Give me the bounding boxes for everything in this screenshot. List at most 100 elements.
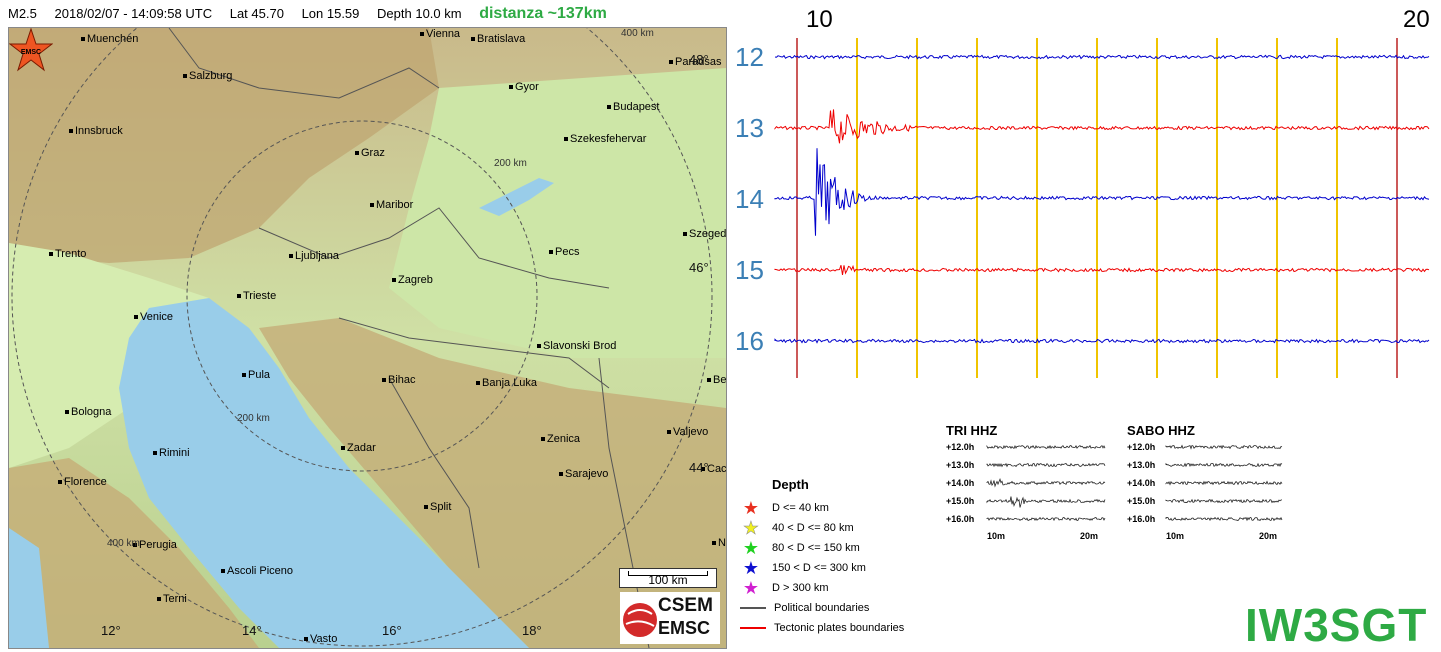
seismic-trace — [774, 338, 1430, 344]
hour-label: 16 — [735, 326, 764, 356]
city-label: Szekesfehervar — [564, 133, 646, 145]
city-label: Zadar — [341, 442, 376, 454]
epicenter-star-icon: EMSC — [9, 28, 53, 72]
thumb-trace — [1165, 444, 1283, 450]
seismic-trace — [774, 54, 1430, 60]
thumb-trace — [1165, 498, 1283, 504]
thumb-row-label: +12.0h — [946, 442, 975, 452]
thumb-row-label: +16.0h — [946, 514, 975, 524]
thumb-x-label: 10m — [987, 531, 1006, 541]
map-scale-bar: 100 km — [619, 568, 717, 588]
thumb-x-label: 20m — [1259, 531, 1278, 541]
city-label: Szeged — [683, 228, 726, 240]
city-label: Trieste — [237, 290, 276, 302]
thumb-title: TRI HHZ — [946, 423, 998, 438]
seismic-trace — [774, 264, 1430, 275]
legend-label: 150 < D <= 300 km — [772, 562, 866, 574]
city-label: Venice — [134, 311, 173, 323]
hour-label: 14 — [735, 184, 764, 214]
city-label: Ljubljana — [289, 250, 339, 262]
star-icon: ★ — [742, 497, 760, 518]
city-label: Muenchen — [81, 33, 138, 45]
event-depth: Depth 10.0 km — [377, 6, 462, 21]
depth-legend: Depth ★ D <= 40 km ★ 40 < D <= 80 km ★ 80 <… — [740, 477, 904, 638]
thumb-row-label: +15.0h — [946, 496, 975, 506]
csem-emsc-logo: CSEM EMSC — [620, 592, 720, 644]
star-icon: ★ — [742, 537, 760, 558]
hour-label: 15 — [735, 255, 764, 285]
epicenter-map: Muenchen Salzburg Vienna Bratislava Paradsas… — [8, 27, 727, 649]
station-callsign: IW3SGT — [1245, 599, 1428, 651]
city-label: Rimini — [153, 447, 190, 459]
city-label: Ascoli Piceno — [221, 565, 293, 577]
city-label: Gyor — [509, 81, 539, 93]
map-background — [9, 28, 726, 648]
city-label: Terni — [157, 593, 187, 605]
thumb-trace — [986, 478, 1106, 488]
city-label: Salzburg — [183, 70, 232, 82]
thumb-row-label: +13.0h — [1127, 460, 1156, 470]
ring-label: 200 km — [494, 158, 527, 169]
legend-label: D <= 40 km — [772, 502, 829, 514]
legend-item: Political boundaries — [740, 598, 904, 618]
event-header: M2.5 2018/02/07 - 14:09:58 UTC Lat 45.70… — [8, 5, 621, 23]
magnitude: M2.5 — [8, 6, 37, 21]
thumb-row-label: +14.0h — [946, 478, 975, 488]
event-datetime: 2018/02/07 - 14:09:58 UTC — [54, 6, 213, 21]
event-lon: Lon 15.59 — [301, 6, 360, 21]
city-label: Bihac — [382, 374, 416, 386]
thumb-trace — [1165, 516, 1283, 522]
city-label: Be — [707, 374, 726, 386]
scale-label: 100 km — [648, 573, 688, 587]
thumb-row-label: +15.0h — [1127, 496, 1156, 506]
thumb-row-label: +16.0h — [1127, 514, 1156, 524]
city-label: Vasto — [304, 633, 337, 645]
thumb-row-label: +12.0h — [1127, 442, 1156, 452]
seismic-trace — [774, 109, 1430, 144]
city-label: Maribor — [370, 199, 413, 211]
city-label: Caca — [701, 463, 726, 475]
lon-label: 16° — [382, 623, 402, 638]
city-label: No — [712, 537, 726, 549]
thumb-trace — [986, 444, 1106, 450]
legend-label: 80 < D <= 150 km — [772, 542, 860, 554]
seismic-trace — [774, 148, 1430, 236]
star-icon: ★ — [742, 577, 760, 598]
legend-item: ★ 40 < D <= 80 km — [740, 517, 904, 538]
city-label: Zenica — [541, 433, 580, 445]
city-label: Innsbruck — [69, 125, 123, 137]
city-label: Vienna — [420, 28, 460, 40]
star-icon: ★ — [742, 517, 760, 538]
city-label: Valjevo — [667, 426, 708, 438]
ring-label: 400 km — [621, 28, 654, 39]
ring-label: 200 km — [237, 413, 270, 424]
lon-label: 14° — [242, 623, 262, 638]
city-label: Bologna — [65, 406, 111, 418]
city-label: Bratislava — [471, 33, 525, 45]
lon-label: 18° — [522, 623, 542, 638]
legend-label: Tectonic plates boundaries — [774, 622, 905, 634]
thumb-trace — [1165, 480, 1283, 486]
minute-tick-label: 20 — [1403, 6, 1430, 33]
city-label: Budapest — [607, 101, 659, 113]
thumb-trace — [1165, 462, 1283, 468]
city-label: Split — [424, 501, 451, 513]
lat-label: 44° — [689, 460, 709, 475]
lat-label: 48° — [689, 52, 709, 67]
hour-label: 13 — [735, 113, 764, 143]
legend-title: Depth — [772, 477, 809, 492]
legend-item: ★ 150 < D <= 300 km — [740, 558, 904, 578]
city-label: Florence — [58, 476, 107, 488]
thumb-title: SABO HHZ — [1127, 423, 1195, 438]
legend-item: ★ D > 300 km — [740, 578, 904, 598]
event-lat: Lat 45.70 — [229, 6, 284, 21]
legend-item: ★ D <= 40 km — [740, 498, 904, 518]
logo-csem: CSEM — [658, 595, 713, 616]
city-label: Zagreb — [392, 274, 433, 286]
thumb-x-label: 20m — [1080, 531, 1099, 541]
legend-label: 40 < D <= 80 km — [772, 522, 854, 534]
distance-label: distanza ~137km — [479, 5, 607, 22]
legend-item: Tectonic plates boundaries — [740, 618, 904, 638]
epicenter-label: EMSC — [21, 49, 41, 56]
legend-label: Political boundaries — [774, 602, 870, 614]
